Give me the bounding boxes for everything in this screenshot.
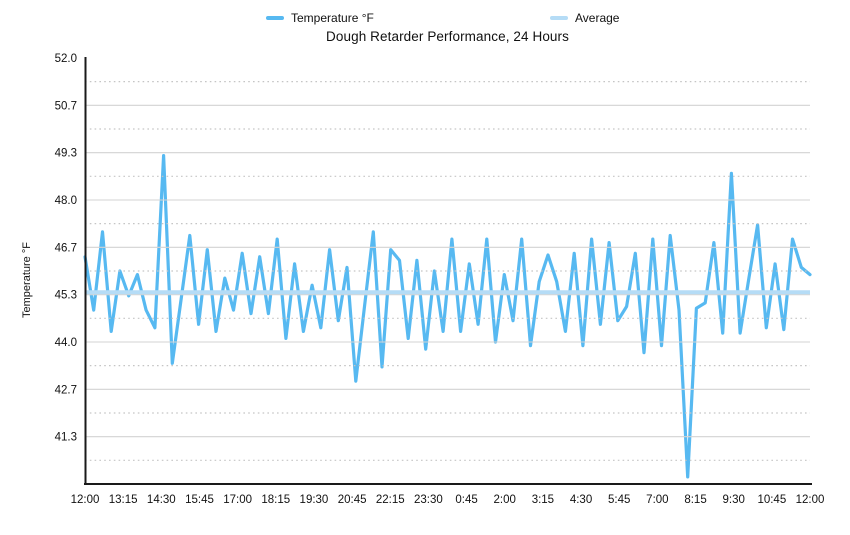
x-tick-labels: 12:00 13:15 14:30 15:45 17:00 18:15 19:30 20:45… [71,494,825,506]
x-tick-label: 7:00 [646,494,668,506]
y-tick-label: 46.7 [55,242,77,254]
x-tick-label: 0:45 [455,494,477,506]
x-tick-label: 20:45 [338,494,367,506]
x-tick-label: 15:45 [185,494,214,506]
temperature-series [83,154,812,479]
x-tick-label: 17:00 [223,494,252,506]
y-tick-label: 48.0 [55,195,77,207]
x-tick-label: 4:30 [570,494,592,506]
x-tick-label: 19:30 [300,494,329,506]
x-tick-label: 14:30 [147,494,176,506]
legend-label-temperature: Temperature °F [291,11,374,25]
x-tick-label: 12:00 [71,494,100,506]
x-tick-label: 13:15 [109,494,138,506]
grid-major [85,104,810,438]
x-tick-label: 22:15 [376,494,405,506]
y-tick-label: 44.0 [55,337,77,349]
legend-item-temperature: Temperature °F [266,11,374,25]
x-tick-label: 23:30 [414,494,443,506]
y-tick-label: 45.3 [55,290,77,302]
x-tick-label: 12:00 [796,494,825,506]
y-tick-label: 42.7 [55,384,77,396]
x-tick-label: 18:15 [261,494,290,506]
grid-minor [85,81,810,461]
x-tick-label: 3:15 [532,494,554,506]
x-tick-label: 2:00 [494,494,516,506]
y-tick-label: 49.3 [55,148,77,160]
legend-swatch-average [550,16,568,20]
x-tick-label: 8:15 [684,494,706,506]
legend-item-average: Average [550,11,619,25]
y-tick-label: 50.7 [55,100,77,112]
x-tick-label: 5:45 [608,494,630,506]
chart-title: Dough Retarder Performance, 24 Hours [326,29,569,44]
axes [84,57,812,485]
temperature-line [83,154,812,479]
legend-label-average: Average [575,11,620,25]
y-tick-label: 52.0 [55,53,77,65]
x-tick-label: 10:45 [757,494,786,506]
legend-swatch-temperature [266,16,284,20]
y-tick-labels: 52.0 50.7 49.3 48.0 46.7 45.3 44.0 42.7 41.3 [55,53,77,444]
y-tick-label: 41.3 [55,432,77,444]
x-tick-label: 9:30 [722,494,744,506]
